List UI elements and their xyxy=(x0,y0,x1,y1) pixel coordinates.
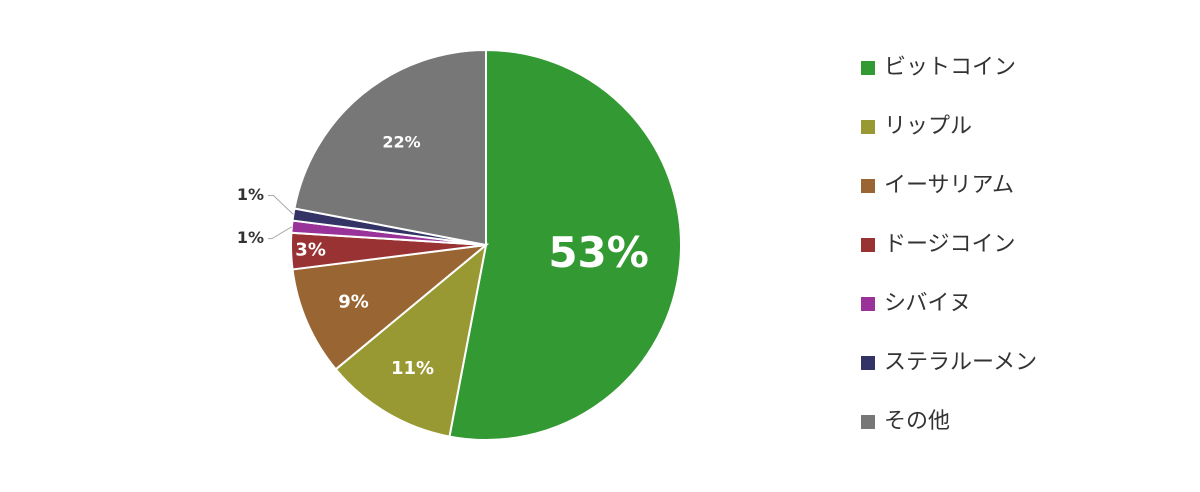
data-label: 11% xyxy=(391,358,434,379)
pie-slice xyxy=(293,48,487,247)
pie-slice xyxy=(334,242,488,438)
legend-label: ステラルーメン xyxy=(884,350,1037,375)
leader-line xyxy=(268,194,294,215)
legend-label: リップル xyxy=(884,114,972,139)
legend-swatch xyxy=(861,179,875,193)
legend-swatch xyxy=(861,415,875,429)
data-label: 1% xyxy=(237,185,264,204)
legend-swatch xyxy=(861,238,875,252)
data-label: 53% xyxy=(548,228,649,277)
leader-line xyxy=(268,226,293,240)
legend-swatch xyxy=(861,297,875,311)
pie-slice xyxy=(291,243,490,371)
data-label: 9% xyxy=(338,291,369,312)
legend-swatch xyxy=(861,120,875,134)
pie-slice xyxy=(448,48,682,441)
data-label: 22% xyxy=(382,132,420,151)
legend-label: シバイヌ xyxy=(884,291,971,316)
legend-swatch xyxy=(861,61,875,75)
legend-label: その他 xyxy=(884,409,950,434)
legend-label: ビットコイン xyxy=(884,55,1016,80)
data-label: 3% xyxy=(295,240,326,261)
data-label: 1% xyxy=(237,228,264,247)
legend-label: ドージコイン xyxy=(884,232,1016,257)
legend-label: イーサリアム xyxy=(884,173,1014,198)
legend-swatch xyxy=(861,356,875,370)
